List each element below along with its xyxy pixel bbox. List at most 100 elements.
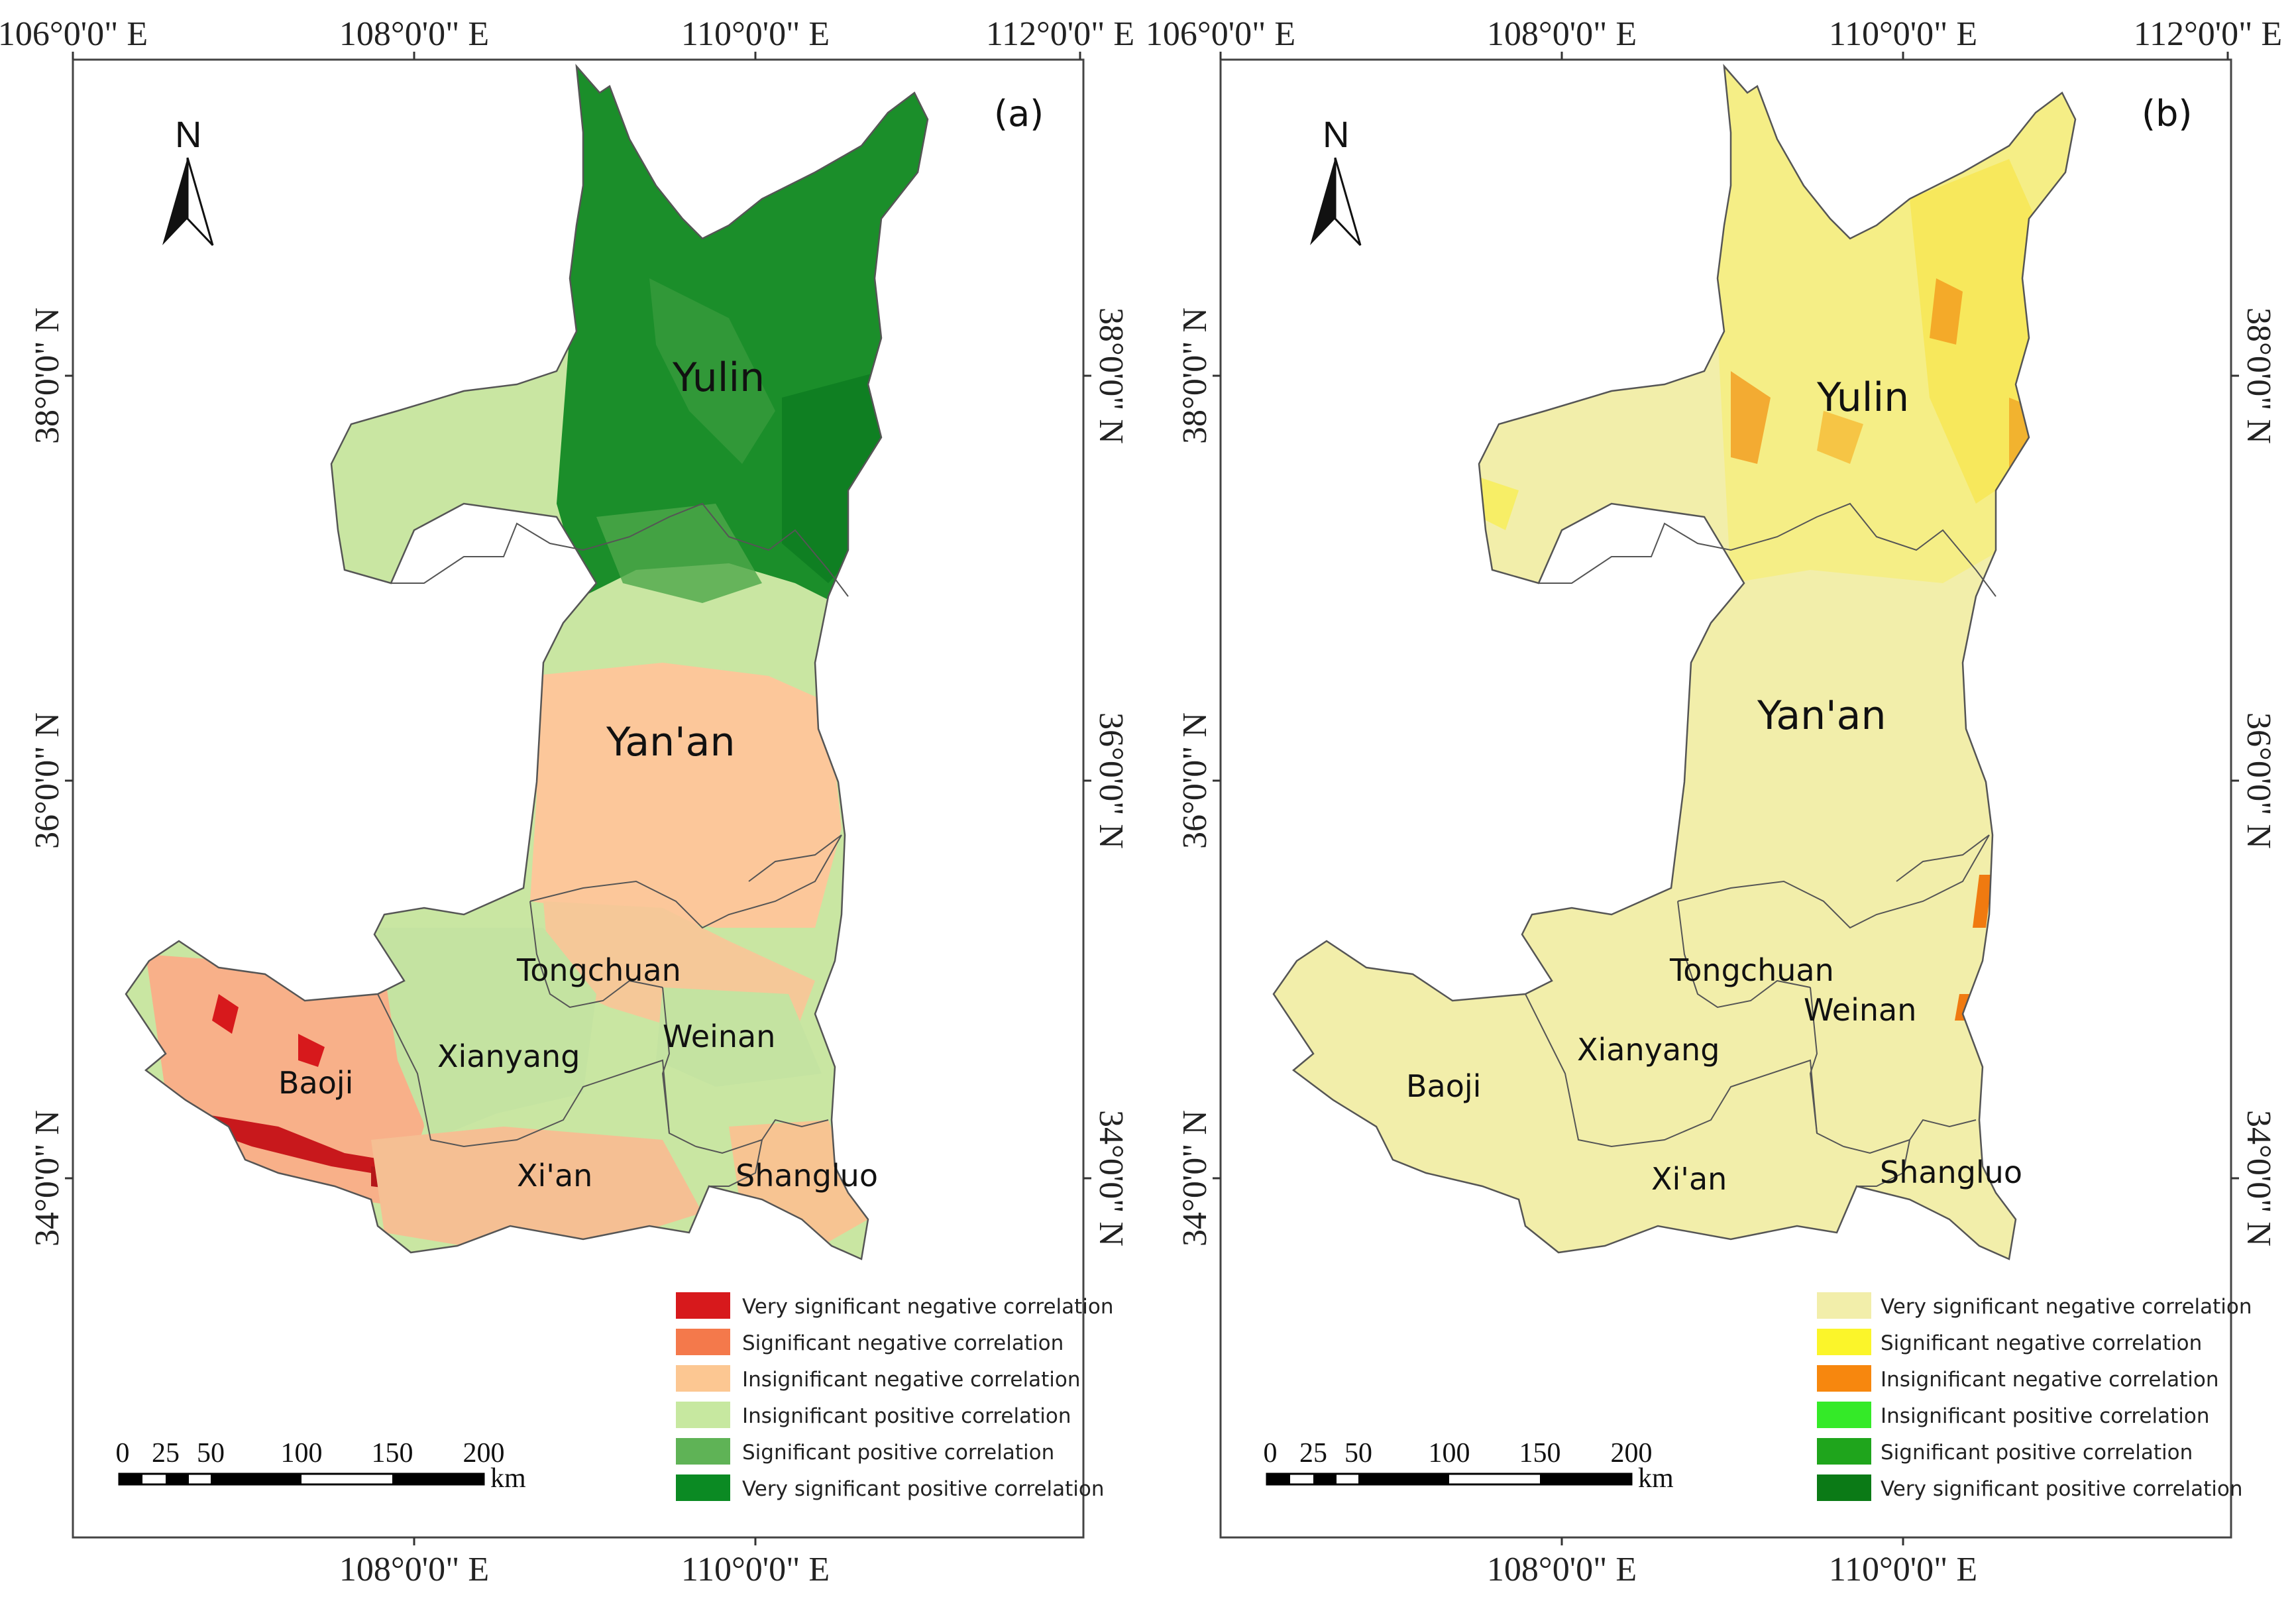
prefecture-boundaries (1525, 502, 1996, 1187)
legend-swatch (676, 1474, 730, 1501)
lon-label-top: 106°0'0" E (1148, 15, 1295, 53)
svg-text:25: 25 (152, 1438, 180, 1469)
scale-bar: 0 25 50 100 150 200 km (1264, 1438, 1674, 1494)
lon-label-top: 108°0'0" E (339, 15, 489, 53)
north-arrow: N (1310, 113, 1362, 247)
scale-bar: 0 25 50 100 150 200 km (116, 1438, 527, 1494)
legend-label: Insignificant negative correlation (1881, 1368, 2219, 1392)
legend-swatch (676, 1329, 730, 1355)
legend-swatch (1817, 1438, 1871, 1465)
lat-label-left: 38°0'0" N (1176, 307, 1214, 444)
legend-swatch (1817, 1474, 1871, 1501)
map-canvas-b: Yulin Yan'an Tongchuan Xianyang Weinan B… (1148, 15, 2282, 1588)
svg-text:25: 25 (1299, 1438, 1327, 1469)
city-label-yanan: Yan'an (1757, 693, 1886, 739)
lat-label-left: 34°0'0" N (28, 1110, 66, 1247)
city-label-yanan: Yan'an (606, 719, 735, 765)
lat-ticks (65, 374, 1091, 1180)
lon-label-top: 108°0'0" E (1487, 15, 1637, 53)
city-label-baoji: Baoji (278, 1065, 353, 1101)
legend-label: Insignificant positive correlation (742, 1404, 1071, 1428)
legend-label: Significant negative correlation (742, 1331, 1064, 1355)
legend-label: Significant negative correlation (1881, 1331, 2202, 1355)
svg-text:N: N (1323, 113, 1349, 155)
city-label-xianyang: Xianyang (1577, 1032, 1720, 1068)
lat-label-right: 34°0'0" N (1092, 1110, 1130, 1247)
lat-label-left: 36°0'0" N (1176, 712, 1214, 849)
legend-label: Significant positive correlation (1881, 1441, 2193, 1465)
city-label-xianyang: Xianyang (437, 1038, 580, 1074)
svg-text:100: 100 (281, 1438, 323, 1469)
city-label-xian: Xi'an (517, 1158, 592, 1194)
map-canvas-a: Yulin Yan'an Tongchuan Xianyang Weinan B… (0, 15, 1134, 1588)
city-label-weinan: Weinan (1804, 992, 1916, 1028)
svg-text:200: 200 (463, 1438, 505, 1469)
lon-label-top: 112°0'0" E (2134, 15, 2282, 53)
lon-label-top: 106°0'0" E (0, 15, 148, 53)
lon-label-bottom: 108°0'0" E (339, 1551, 489, 1588)
svg-text:150: 150 (372, 1438, 413, 1469)
legend-swatch (1817, 1329, 1871, 1355)
lat-label-left: 34°0'0" N (1176, 1110, 1214, 1247)
lat-label-left: 36°0'0" N (28, 712, 66, 849)
city-label-shangluo: Shangluo (1880, 1154, 2022, 1190)
lat-label-right: 36°0'0" N (2240, 712, 2277, 849)
legend-label: Very significant negative correlation (742, 1295, 1114, 1319)
panel-label: (a) (994, 93, 1044, 135)
panel-label: (b) (2142, 93, 2192, 135)
lon-label-bottom: 108°0'0" E (1487, 1551, 1637, 1588)
legend-label: Very significant positive correlation (1881, 1477, 2243, 1501)
svg-text:200: 200 (1611, 1438, 1653, 1469)
lon-ticks-top (1219, 52, 2229, 60)
north-arrow: N (162, 113, 214, 247)
svg-text:50: 50 (197, 1438, 225, 1469)
lon-label-bottom: 110°0'0" E (681, 1551, 830, 1588)
lon-label-bottom: 110°0'0" E (1829, 1551, 1977, 1588)
city-label-shangluo: Shangluo (736, 1158, 878, 1194)
lon-label-top: 110°0'0" E (681, 15, 830, 53)
svg-text:km: km (1638, 1463, 1674, 1494)
svg-text:0: 0 (1264, 1438, 1278, 1469)
province-outline (1272, 64, 2077, 1260)
prefecture-boundaries (377, 502, 849, 1187)
svg-text:50: 50 (1344, 1438, 1372, 1469)
legend-swatch (1817, 1365, 1871, 1392)
legend-label: Very significant negative correlation (1881, 1295, 2252, 1319)
legend: Very significant negative correlation Si… (676, 1292, 1114, 1501)
svg-text:100: 100 (1429, 1438, 1470, 1469)
svg-text:km: km (490, 1463, 526, 1494)
lat-label-right: 36°0'0" N (1092, 712, 1130, 849)
city-label-weinan: Weinan (663, 1019, 775, 1054)
legend-swatch (676, 1292, 730, 1319)
city-label-yulin: Yulin (672, 355, 765, 401)
legend-label: Very significant positive correlation (742, 1477, 1105, 1501)
lon-ticks-bottom (413, 1537, 757, 1545)
lat-label-right: 38°0'0" N (1092, 307, 1130, 444)
city-label-tongchuan: Tongchuan (1669, 952, 1834, 988)
svg-text:N: N (175, 113, 201, 155)
lon-label-top: 112°0'0" E (986, 15, 1134, 53)
city-label-baoji: Baoji (1406, 1068, 1481, 1104)
svg-text:0: 0 (116, 1438, 130, 1469)
lat-ticks (1213, 374, 2239, 1180)
legend-swatch (1817, 1402, 1871, 1428)
province-outline (125, 64, 929, 1260)
legend-label: Insignificant positive correlation (1881, 1404, 2210, 1428)
legend-swatch (676, 1438, 730, 1465)
city-label-xian: Xi'an (1651, 1161, 1727, 1197)
legend-label: Significant positive correlation (742, 1441, 1054, 1465)
map-panel-a: Yulin Yan'an Tongchuan Xianyang Weinan B… (0, 0, 1145, 1611)
legend-swatch (676, 1402, 730, 1428)
legend-swatch (1817, 1292, 1871, 1319)
legend: Very significant negative correlation Si… (1817, 1292, 2252, 1501)
lat-label-right: 38°0'0" N (2240, 307, 2277, 444)
lon-ticks-top (72, 52, 1081, 60)
legend-label: Insignificant negative correlation (742, 1368, 1081, 1392)
map-panel-b: Yulin Yan'an Tongchuan Xianyang Weinan B… (1148, 0, 2293, 1611)
city-label-yulin: Yulin (1816, 374, 1909, 421)
city-label-tongchuan: Tongchuan (516, 952, 681, 988)
svg-text:150: 150 (1519, 1438, 1561, 1469)
lon-ticks-bottom (1560, 1537, 1904, 1545)
lat-label-left: 38°0'0" N (28, 307, 66, 444)
lat-label-right: 34°0'0" N (2240, 1110, 2277, 1247)
